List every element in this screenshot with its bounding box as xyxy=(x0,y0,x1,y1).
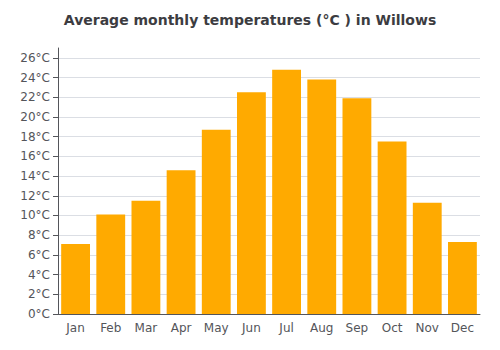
svg-text:26°C: 26°C xyxy=(20,51,50,65)
svg-text:Sep: Sep xyxy=(346,321,369,335)
svg-text:Jun: Jun xyxy=(241,321,261,335)
svg-text:Dec: Dec xyxy=(451,321,474,335)
svg-text:Jan: Jan xyxy=(65,321,85,335)
svg-text:Average monthly temperatures (: Average monthly temperatures (°C ) in Wi… xyxy=(64,12,436,28)
svg-text:6°C: 6°C xyxy=(28,248,50,262)
svg-text:20°C: 20°C xyxy=(20,110,50,124)
svg-text:12°C: 12°C xyxy=(20,189,50,203)
svg-text:May: May xyxy=(204,321,229,335)
svg-text:Apr: Apr xyxy=(171,321,192,335)
svg-text:Jul: Jul xyxy=(278,321,293,335)
svg-text:Aug: Aug xyxy=(310,321,333,335)
svg-text:Feb: Feb xyxy=(100,321,121,335)
svg-text:4°C: 4°C xyxy=(28,268,50,282)
svg-text:8°C: 8°C xyxy=(28,228,50,242)
svg-text:Oct: Oct xyxy=(382,321,403,335)
svg-text:24°C: 24°C xyxy=(20,71,50,85)
svg-text:14°C: 14°C xyxy=(20,169,50,183)
svg-text:18°C: 18°C xyxy=(20,130,50,144)
svg-text:16°C: 16°C xyxy=(20,149,50,163)
svg-text:2°C: 2°C xyxy=(28,287,50,301)
svg-text:10°C: 10°C xyxy=(20,208,50,222)
svg-text:Nov: Nov xyxy=(416,321,439,335)
svg-text:Mar: Mar xyxy=(135,321,158,335)
svg-text:0°C: 0°C xyxy=(28,307,50,321)
svg-text:22°C: 22°C xyxy=(20,90,50,104)
